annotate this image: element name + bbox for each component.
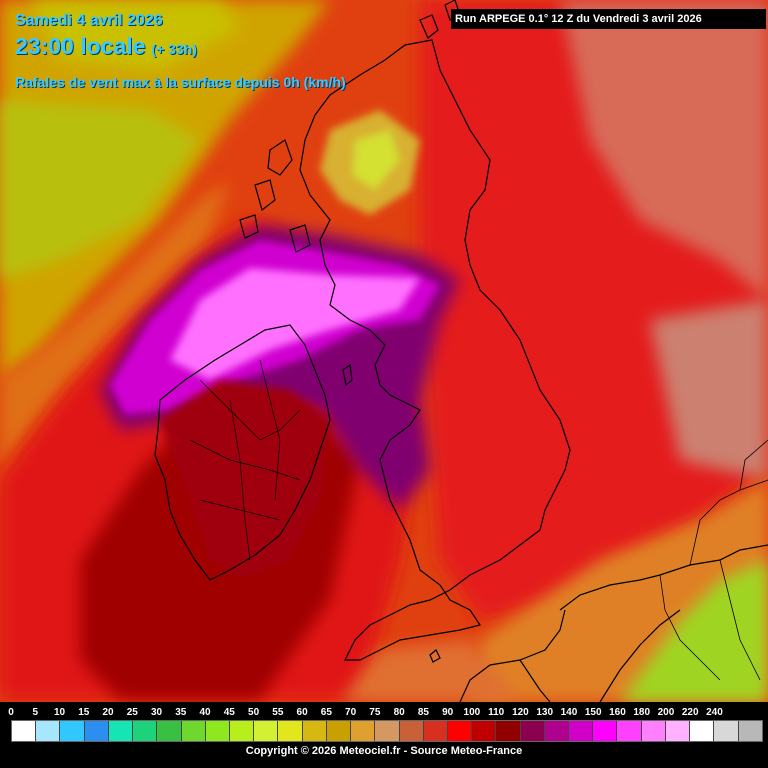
legend-tick-label: 240 [706,707,723,718]
parameter-title: Rafales de vent max à la surface depuis … [15,74,346,90]
storm-pink-core [170,268,420,380]
legend-color-segment [181,721,206,741]
legend-tick-label: 100 [463,707,481,718]
legend-color-segment [133,721,158,741]
legend-ticks: 0 5 10 15 20 25 30 35 40 45 50 55 60 65 70 75 80 85 90 100 1… [0,707,768,719]
legend-color-bar [11,720,763,742]
legend-color-segment [12,721,37,741]
legend-color-segment [351,721,376,741]
forecast-lead-time: (+ 33h) [151,41,197,57]
legend-tick-label: 150 [584,707,602,718]
legend-tick-label: 60 [296,707,308,718]
legend-color-segment [108,721,134,741]
legend-tick-label: 50 [248,707,260,718]
northeast-salmon-zone [560,0,768,300]
bottom-orange-strip [340,640,520,702]
legend-tick-label: 85 [417,707,429,718]
legend-tick-label: 220 [681,707,699,718]
legend-color-segment [738,721,762,741]
west-orange-band [0,180,230,470]
legend-tick-label: 45 [223,707,235,718]
legend-color-segment [544,721,570,741]
legend-color-segment [205,721,230,741]
legend-tick-label: 25 [126,707,138,718]
legend-tick-label: 90 [442,707,454,718]
legend-color-segment [278,721,303,741]
nw-yellow-zone [0,100,200,280]
legend-tick-label: 65 [320,707,332,718]
legend-color-segment [423,721,448,741]
legend-tick-label: 160 [609,707,626,718]
legend-color-segment [617,721,642,741]
legend-tick-label: 55 [272,707,284,718]
legend-color-segment [229,721,255,741]
legend-tick-label: 5 [32,707,39,718]
legend-color-segment [254,721,279,741]
model-run-label: Run ARPEGE 0.1° 12 Z du Vendredi 3 avril… [451,9,766,29]
legend-color-segment [472,721,497,741]
nw-yellow-patch [30,0,240,70]
ireland-darkred [160,380,330,580]
forecast-time-value: 23:00 locale [15,33,146,59]
legend-tick-label: 35 [175,707,187,718]
legend-color-segment [60,721,85,741]
scotland-yellow-core [352,130,400,190]
legend-color-segment [399,721,424,741]
legend-tick-label: 80 [393,707,405,718]
legend-color-segment [593,721,618,741]
legend-color-segment [496,721,521,741]
coastlines [154,0,768,703]
legend-color-segment [641,721,666,741]
legend-color-segment [375,721,400,741]
legend-color-segment [447,721,473,741]
nw-low-wind-zone [0,0,330,380]
color-legend: 0 5 10 15 20 25 30 35 40 45 50 55 60 65 70 75 80 85 90 100 1… [0,702,768,768]
legend-color-segment [157,721,182,741]
legend-color-segment [84,721,109,741]
legend-tick-label: 0 [8,707,14,718]
legend-color-segment [714,721,739,741]
se-green-zone [620,560,768,702]
legend-tick-label: 10 [53,707,66,718]
legend-tick-label: 75 [369,707,381,718]
legend-color-segment [520,721,545,741]
forecast-date: Samedi 4 avril 2026 [15,12,163,29]
copyright-text: Copyright © 2026 Meteociel.fr - Source M… [245,745,523,757]
legend-color-segment [326,721,352,741]
legend-color-segment [36,721,61,741]
legend-color-segment [302,721,327,741]
legend-tick-label: 110 [488,707,505,718]
forecast-time: 23:00 locale (+ 33h) [15,33,197,60]
legend-tick-label: 140 [560,707,578,718]
legend-tick-label: 70 [345,707,357,718]
legend-tick-label: 180 [633,707,651,718]
legend-tick-label: 30 [150,707,163,718]
legend-tick-label: 200 [657,707,675,718]
legend-tick-label: 15 [78,707,90,718]
legend-tick-label: 130 [536,707,554,718]
east-salmon-strip [650,300,768,480]
legend-tick-label: 120 [512,707,529,718]
legend-color-segment [569,721,594,741]
legend-tick-label: 40 [199,707,211,718]
legend-color-segment [665,721,691,741]
legend-color-segment [690,721,715,741]
legend-tick-label: 20 [102,707,114,718]
